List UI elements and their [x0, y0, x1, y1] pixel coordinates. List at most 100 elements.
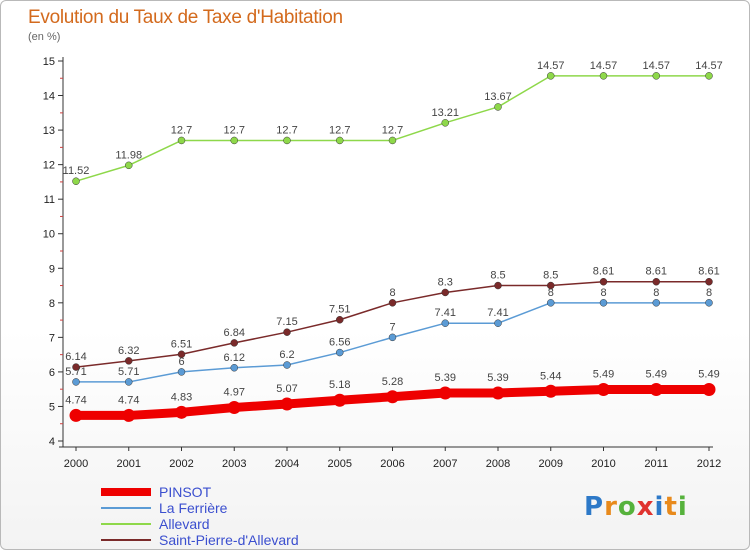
data-label: 5.71	[65, 366, 86, 378]
data-point	[705, 277, 713, 286]
data-label: 8	[389, 287, 395, 299]
legend-label: Allevard	[159, 516, 210, 532]
data-point	[388, 299, 397, 307]
data-label: 8.61	[593, 266, 614, 278]
data-point	[494, 281, 502, 290]
data-label: 6.56	[329, 337, 350, 349]
logo-letter: i	[654, 492, 665, 522]
chart-title: Evolution du Taux de Taxe d'Habitation	[28, 7, 343, 28]
data-label: 8.61	[698, 266, 719, 278]
data-point	[177, 350, 186, 359]
data-label: 6.2	[279, 349, 294, 361]
data-point	[649, 383, 663, 397]
data-point	[494, 319, 502, 327]
data-label: 14.57	[695, 60, 723, 72]
data-point	[494, 103, 502, 111]
data-point	[652, 299, 660, 307]
data-label: 4.74	[65, 394, 86, 406]
logo-letter: o	[617, 492, 637, 522]
data-point	[125, 161, 133, 170]
data-point	[652, 72, 660, 80]
y-tick-label: 7	[49, 332, 55, 344]
data-label: 7.41	[435, 307, 456, 319]
data-label: 5.71	[118, 366, 139, 378]
data-label: 5.07	[276, 383, 297, 395]
data-point	[69, 408, 83, 422]
data-label: 5.28	[382, 376, 403, 388]
data-label: 7.41	[487, 307, 508, 319]
data-point	[336, 136, 344, 145]
data-label: 8.3	[438, 276, 453, 288]
y-tick-label: 6	[49, 367, 55, 379]
logo-letter: i	[677, 492, 688, 522]
data-label: 13.21	[431, 107, 459, 119]
data-point	[72, 177, 80, 185]
data-point	[544, 384, 558, 398]
data-point	[230, 364, 238, 372]
y-tick-label: 15	[43, 56, 55, 68]
data-label: 11.52	[63, 165, 90, 177]
x-tick-label: 2002	[169, 458, 193, 470]
legend-item: La Ferrière	[101, 500, 227, 516]
y-tick-label: 4	[49, 436, 55, 448]
data-label: 12.7	[382, 124, 403, 136]
unit-label: (en %)	[28, 31, 61, 43]
legend-label: Saint-Pierre-d'Allevard	[159, 532, 299, 548]
data-point	[599, 299, 608, 307]
data-point	[125, 357, 133, 365]
data-point	[336, 348, 344, 357]
data-label: 8.5	[543, 270, 558, 282]
logo-letter: r	[604, 492, 618, 522]
data-point	[491, 386, 505, 400]
y-tick-label: 9	[49, 263, 55, 275]
logo-letter: x	[636, 492, 655, 522]
x-tick-label: 2001	[117, 458, 141, 470]
y-tick-label: 5	[49, 401, 55, 413]
data-label: 4.97	[224, 386, 245, 398]
data-point	[280, 397, 294, 411]
x-tick-label: 2012	[697, 458, 721, 470]
y-tick-label: 11	[44, 194, 55, 206]
x-tick-label: 2005	[328, 458, 352, 470]
data-label: 14.57	[642, 60, 670, 72]
data-point	[599, 72, 608, 80]
data-label: 6.51	[171, 338, 192, 350]
y-tick-label: 14	[43, 91, 55, 103]
data-point	[705, 72, 713, 80]
data-label: 12.7	[276, 124, 297, 136]
x-tick-label: 2006	[380, 458, 404, 470]
data-label: 5.39	[435, 372, 456, 384]
legend-label: PINSOT	[159, 484, 212, 500]
data-point	[547, 281, 555, 290]
data-point	[230, 136, 238, 145]
data-point	[283, 361, 291, 369]
data-label: 5.18	[329, 379, 350, 391]
x-tick-label: 2007	[433, 458, 457, 470]
data-point	[125, 378, 133, 386]
data-point	[441, 119, 449, 127]
legend-swatch	[101, 539, 151, 541]
data-point	[283, 328, 291, 336]
data-label: 5.49	[593, 369, 614, 381]
legend-swatch	[101, 507, 151, 509]
data-label: 8	[548, 287, 554, 299]
data-label: 14.57	[537, 60, 565, 72]
data-point	[705, 299, 713, 307]
data-label: 5.39	[487, 372, 508, 384]
data-label: 8.5	[490, 270, 505, 282]
data-label: 6	[178, 356, 184, 368]
data-label: 7.15	[276, 316, 297, 328]
data-label: 8.61	[646, 266, 667, 278]
data-label: 7	[389, 321, 395, 333]
data-label: 6.84	[224, 327, 245, 339]
legend-label: La Ferrière	[159, 500, 228, 516]
data-label: 11.98	[115, 149, 142, 161]
data-label: 4.74	[118, 394, 139, 406]
legend-swatch	[101, 488, 151, 496]
y-tick-label: 10	[43, 229, 55, 241]
data-label: 8	[653, 287, 659, 299]
logo-letter: P	[584, 492, 605, 522]
data-point	[386, 390, 399, 404]
data-point	[599, 277, 608, 286]
